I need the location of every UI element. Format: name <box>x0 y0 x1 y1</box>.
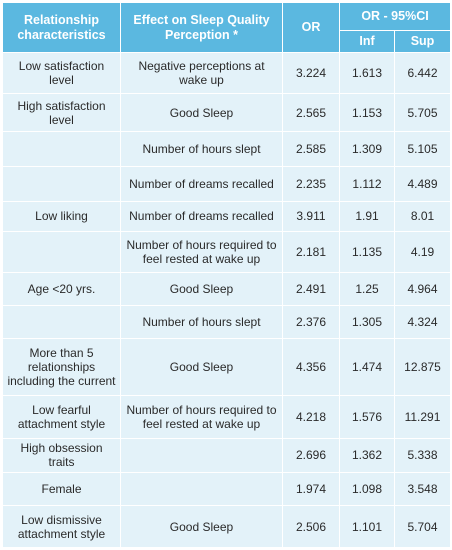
ci-sup-cell: 5.704 <box>393 505 452 548</box>
ci-inf-cell: 1.101 <box>339 505 395 548</box>
ci-sup-cell: 5.705 <box>393 92 452 133</box>
ci-inf-cell: 1.613 <box>339 52 395 94</box>
header-relationship-characteristics: Relationship characteristics <box>2 2 121 53</box>
ci-inf-cell: 1.112 <box>339 166 395 202</box>
or-cell: 4.218 <box>282 395 340 439</box>
ci-sup-cell: 5.105 <box>393 131 452 168</box>
table-row: Number of dreams recalled 2.235 1.112 4.… <box>2 166 452 202</box>
characteristic-cell: More than 5 relationships including the … <box>2 338 121 397</box>
ci-sup-cell: 4.964 <box>393 271 452 306</box>
characteristic-cell: Low satisfaction level <box>2 52 121 94</box>
ci-inf-cell: 1.91 <box>339 200 395 233</box>
or-cell: 2.181 <box>282 231 340 273</box>
table-row: Low fearful attachment style Number of h… <box>2 395 452 439</box>
or-cell: 2.506 <box>282 505 340 548</box>
or-cell: 1.974 <box>282 471 340 507</box>
header-row-bottom: Inf Sup <box>3 30 452 53</box>
ci-inf-cell: 1.135 <box>339 231 395 273</box>
table-row: More than 5 relationships including the … <box>2 338 452 397</box>
table-row: Female 1.974 1.098 3.548 <box>2 471 452 507</box>
header-ci-inf: Inf <box>339 30 395 53</box>
table-row: High obsession traits 2.696 1.362 5.338 <box>2 437 452 473</box>
table-header: Relationship characteristics Effect on S… <box>2 2 452 53</box>
ci-sup-cell: 4.324 <box>393 304 452 340</box>
ci-sup-cell: 4.19 <box>393 231 452 273</box>
effect-cell: Number of hours required to feel rested … <box>120 231 283 273</box>
table-row: Low satisfaction level Negative percepti… <box>2 52 452 94</box>
table-row: Number of hours slept 2.585 1.309 5.105 <box>2 131 452 168</box>
characteristic-cell <box>2 304 121 340</box>
effect-cell: Number of hours slept <box>120 131 283 168</box>
table-row: Number of hours required to feel rested … <box>2 231 452 273</box>
or-cell: 2.696 <box>282 437 340 473</box>
or-cell: 2.585 <box>282 131 340 168</box>
header-ci-group: OR - 95%CI <box>338 2 452 31</box>
table-row: Low dismissive attachment style Good Sle… <box>2 505 452 548</box>
ci-sup-cell: 4.489 <box>393 166 452 202</box>
ci-sup-cell: 3.548 <box>393 471 452 507</box>
effect-cell: Good Sleep <box>120 92 283 133</box>
or-cell: 2.376 <box>282 304 340 340</box>
ci-sup-cell: 5.338 <box>393 437 452 473</box>
or-cell: 2.235 <box>282 166 340 202</box>
ci-sup-cell: 8.01 <box>393 200 452 233</box>
characteristic-cell <box>2 166 121 202</box>
characteristic-cell: Low dismissive attachment style <box>2 505 121 548</box>
effect-cell: Good Sleep <box>120 505 283 548</box>
characteristic-cell <box>2 231 121 273</box>
effect-cell: Negative perceptions at wake up <box>120 52 283 94</box>
or-cell: 2.565 <box>282 92 340 133</box>
ci-inf-cell: 1.25 <box>339 271 395 306</box>
header-ci-sup: Sup <box>393 30 452 53</box>
table-body: Low satisfaction level Negative percepti… <box>2 52 452 548</box>
table-row: High satisfaction level Good Sleep 2.565… <box>2 92 452 133</box>
effect-cell <box>120 471 283 507</box>
ci-inf-cell: 1.576 <box>339 395 395 439</box>
ci-sup-cell: 6.442 <box>393 52 452 94</box>
characteristic-cell: Age <20 yrs. <box>2 271 121 306</box>
ci-inf-cell: 1.474 <box>339 338 395 397</box>
or-cell: 3.224 <box>282 52 340 94</box>
table-row: Age <20 yrs. Good Sleep 2.491 1.25 4.964 <box>2 271 452 306</box>
characteristic-cell: Low liking <box>2 200 121 233</box>
effect-cell: Number of dreams recalled <box>120 166 283 202</box>
effect-cell <box>120 437 283 473</box>
ci-inf-cell: 1.309 <box>339 131 395 168</box>
ci-inf-cell: 1.362 <box>339 437 395 473</box>
ci-inf-cell: 1.098 <box>339 471 395 507</box>
effect-cell: Good Sleep <box>120 338 283 397</box>
characteristic-cell: Low fearful attachment style <box>2 395 121 439</box>
header-row-top: Relationship characteristics Effect on S… <box>2 2 452 53</box>
effect-cell: Number of dreams recalled <box>120 200 283 233</box>
characteristic-cell: High satisfaction level <box>2 92 121 133</box>
ci-sup-cell: 12.875 <box>393 338 452 397</box>
effect-cell: Good Sleep <box>120 271 283 306</box>
ci-inf-cell: 1.305 <box>339 304 395 340</box>
table-row: Low liking Number of dreams recalled 3.9… <box>2 200 452 233</box>
effect-cell: Number of hours required to feel rested … <box>120 395 283 439</box>
ci-sup-cell: 11.291 <box>393 395 452 439</box>
or-cell: 2.491 <box>282 271 340 306</box>
characteristic-cell <box>2 131 121 168</box>
or-cell: 3.911 <box>282 200 340 233</box>
characteristic-cell: High obsession traits <box>2 437 121 473</box>
header-or: OR <box>282 2 340 53</box>
or-cell: 4.356 <box>282 338 340 397</box>
table-row: Number of hours slept 2.376 1.305 4.324 <box>2 304 452 340</box>
ci-inf-cell: 1.153 <box>339 92 395 133</box>
header-effect-on-sleep: Effect on Sleep Quality Perception * <box>120 2 283 53</box>
effect-cell: Number of hours slept <box>120 304 283 340</box>
characteristic-cell: Female <box>2 471 121 507</box>
